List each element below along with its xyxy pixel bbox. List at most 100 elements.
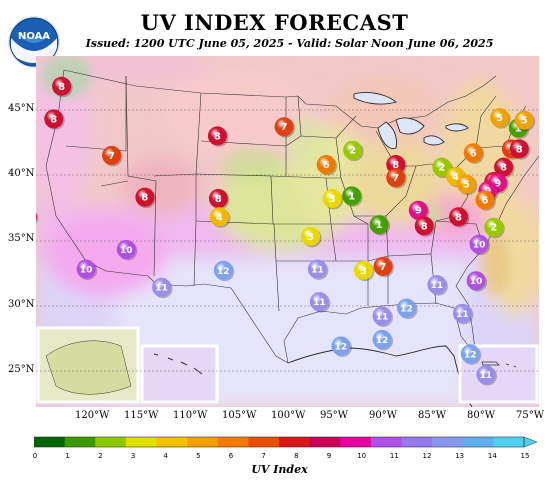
uv-marker: 8 <box>449 207 470 228</box>
legend-swatch <box>462 437 494 447</box>
uv-marker: 4 <box>209 207 231 228</box>
uv-marker-label: 5 <box>463 180 470 191</box>
page-title: UV INDEX FORECAST <box>140 10 409 35</box>
uv-marker: 5 <box>456 174 478 196</box>
uv-marker-label: 4 <box>216 212 223 223</box>
longitude-label: 120°W <box>75 410 110 421</box>
legend-swatch <box>125 437 157 447</box>
legend-swatch <box>34 437 66 447</box>
uv-marker-label: 11 <box>155 284 168 294</box>
uv-marker-label: 10 <box>470 277 483 287</box>
uv-marker: 3 <box>301 226 322 248</box>
legend-swatch <box>493 437 525 447</box>
hawaii-inset <box>140 344 219 404</box>
legend-swatch <box>156 437 188 447</box>
longitude-label: 115°W <box>124 410 159 421</box>
uv-marker: 10 <box>466 271 488 292</box>
uv-marker-label: 8 <box>500 163 507 174</box>
uv-marker: 12 <box>331 336 352 357</box>
uv-marker: 11 <box>372 306 394 327</box>
legend-swatch <box>248 437 280 447</box>
uv-marker: 10 <box>469 234 491 256</box>
uv-marker: 12 <box>213 260 235 282</box>
uv-marker: 7 <box>386 168 407 189</box>
legend-swatch <box>401 437 433 447</box>
uv-marker-label: 9 <box>415 206 422 217</box>
legend-swatch <box>370 437 402 447</box>
uv-marker-label: 5 <box>521 116 528 127</box>
legend-tick-label: 14 <box>487 452 497 460</box>
uv-marker: 12 <box>460 344 482 365</box>
uv-marker: 8 <box>207 126 229 147</box>
noaa-logo-text: NOAA <box>18 31 50 42</box>
legend-swatch <box>340 437 372 447</box>
uv-marker: 8 <box>44 109 65 130</box>
legend-arrow-icon <box>523 436 538 448</box>
uv-marker-label: 9 <box>494 178 501 189</box>
uv-marker: 7 <box>102 145 123 167</box>
uv-marker: 7 <box>373 256 395 278</box>
uv-marker-label: 10 <box>473 241 486 251</box>
uv-marker-label: 12 <box>376 336 389 346</box>
noaa-logo-icon: NOAA <box>8 16 60 68</box>
uv-marker-label: 7 <box>281 122 288 133</box>
uv-marker-label: 8 <box>141 193 148 204</box>
uv-marker: 11 <box>307 259 329 280</box>
legend-tick-label: 11 <box>389 452 399 460</box>
uv-marker-label: 7 <box>108 151 115 162</box>
legend-tick-label: 0 <box>32 452 38 460</box>
uv-marker-label: 5 <box>496 113 503 124</box>
uv-marker: 7 <box>274 117 296 138</box>
uv-marker-label: 10 <box>120 246 133 256</box>
longitude-label: 105°W <box>222 410 257 421</box>
latitude-label: 25°N <box>8 363 35 375</box>
uv-marker: 10 <box>116 239 138 261</box>
legend-tick-label: 3 <box>130 452 136 460</box>
uv-marker: 3 <box>322 188 344 210</box>
uv-marker-label: 8 <box>50 114 57 125</box>
legend-tick-label: 1 <box>65 452 70 460</box>
uv-marker-label: 8 <box>214 131 221 142</box>
uv-marker-label: 7 <box>380 262 387 273</box>
uv-marker: 1 <box>369 215 391 236</box>
uv-marker-label: 2 <box>438 163 445 174</box>
issued-valid-subtitle: Issued: 1200 UTC June 05, 2025 - Valid: … <box>85 37 494 50</box>
uv-marker: 10 <box>76 259 98 280</box>
longitude-label: 75°W <box>516 410 545 421</box>
uv-marker: 8 <box>208 188 230 210</box>
uv-marker: 8 <box>52 76 73 98</box>
legend-swatch <box>187 437 219 447</box>
longitude-label: 90°W <box>369 410 398 421</box>
legend-tick-label: 6 <box>228 452 234 460</box>
uv-marker-label: 11 <box>431 281 444 291</box>
uv-marker-label: 6 <box>470 148 477 159</box>
uv-marker: 11 <box>452 303 474 325</box>
uv-marker: 11 <box>427 275 448 296</box>
legend-swatch <box>217 437 249 447</box>
legend-swatch <box>279 437 311 447</box>
uv-marker-label: 12 <box>217 267 230 277</box>
uv-markers: 8878788841010111211113631213787982458111… <box>36 76 536 386</box>
latitude-label: 45°N <box>8 102 35 114</box>
uv-marker: 6 <box>316 155 338 176</box>
uv-marker-label: 11 <box>313 298 326 308</box>
uv-marker: 2 <box>484 217 505 239</box>
legend-swatch <box>432 437 464 447</box>
legend-swatch <box>64 437 96 447</box>
uv-marker: 8 <box>494 157 515 179</box>
uv-marker-label: 3 <box>360 266 367 277</box>
uv-marker-label: 8 <box>215 194 222 205</box>
uv-marker-label: 12 <box>400 305 413 315</box>
longitude-label: 95°W <box>320 410 349 421</box>
uv-marker-label: 1 <box>348 191 355 202</box>
legend-swatch <box>309 437 341 447</box>
legend-tick-label: 5 <box>196 452 201 460</box>
uv-marker-label: 11 <box>376 312 389 322</box>
uv-marker: 1 <box>342 186 363 207</box>
legend-tick-label: 8 <box>294 452 299 460</box>
uv-marker-dot <box>36 212 37 221</box>
uv-marker: 5 <box>490 108 511 129</box>
legend-tick-label: 7 <box>261 452 266 460</box>
uv-marker-label: 8 <box>392 160 399 171</box>
uv-marker-label: 3 <box>307 232 314 243</box>
